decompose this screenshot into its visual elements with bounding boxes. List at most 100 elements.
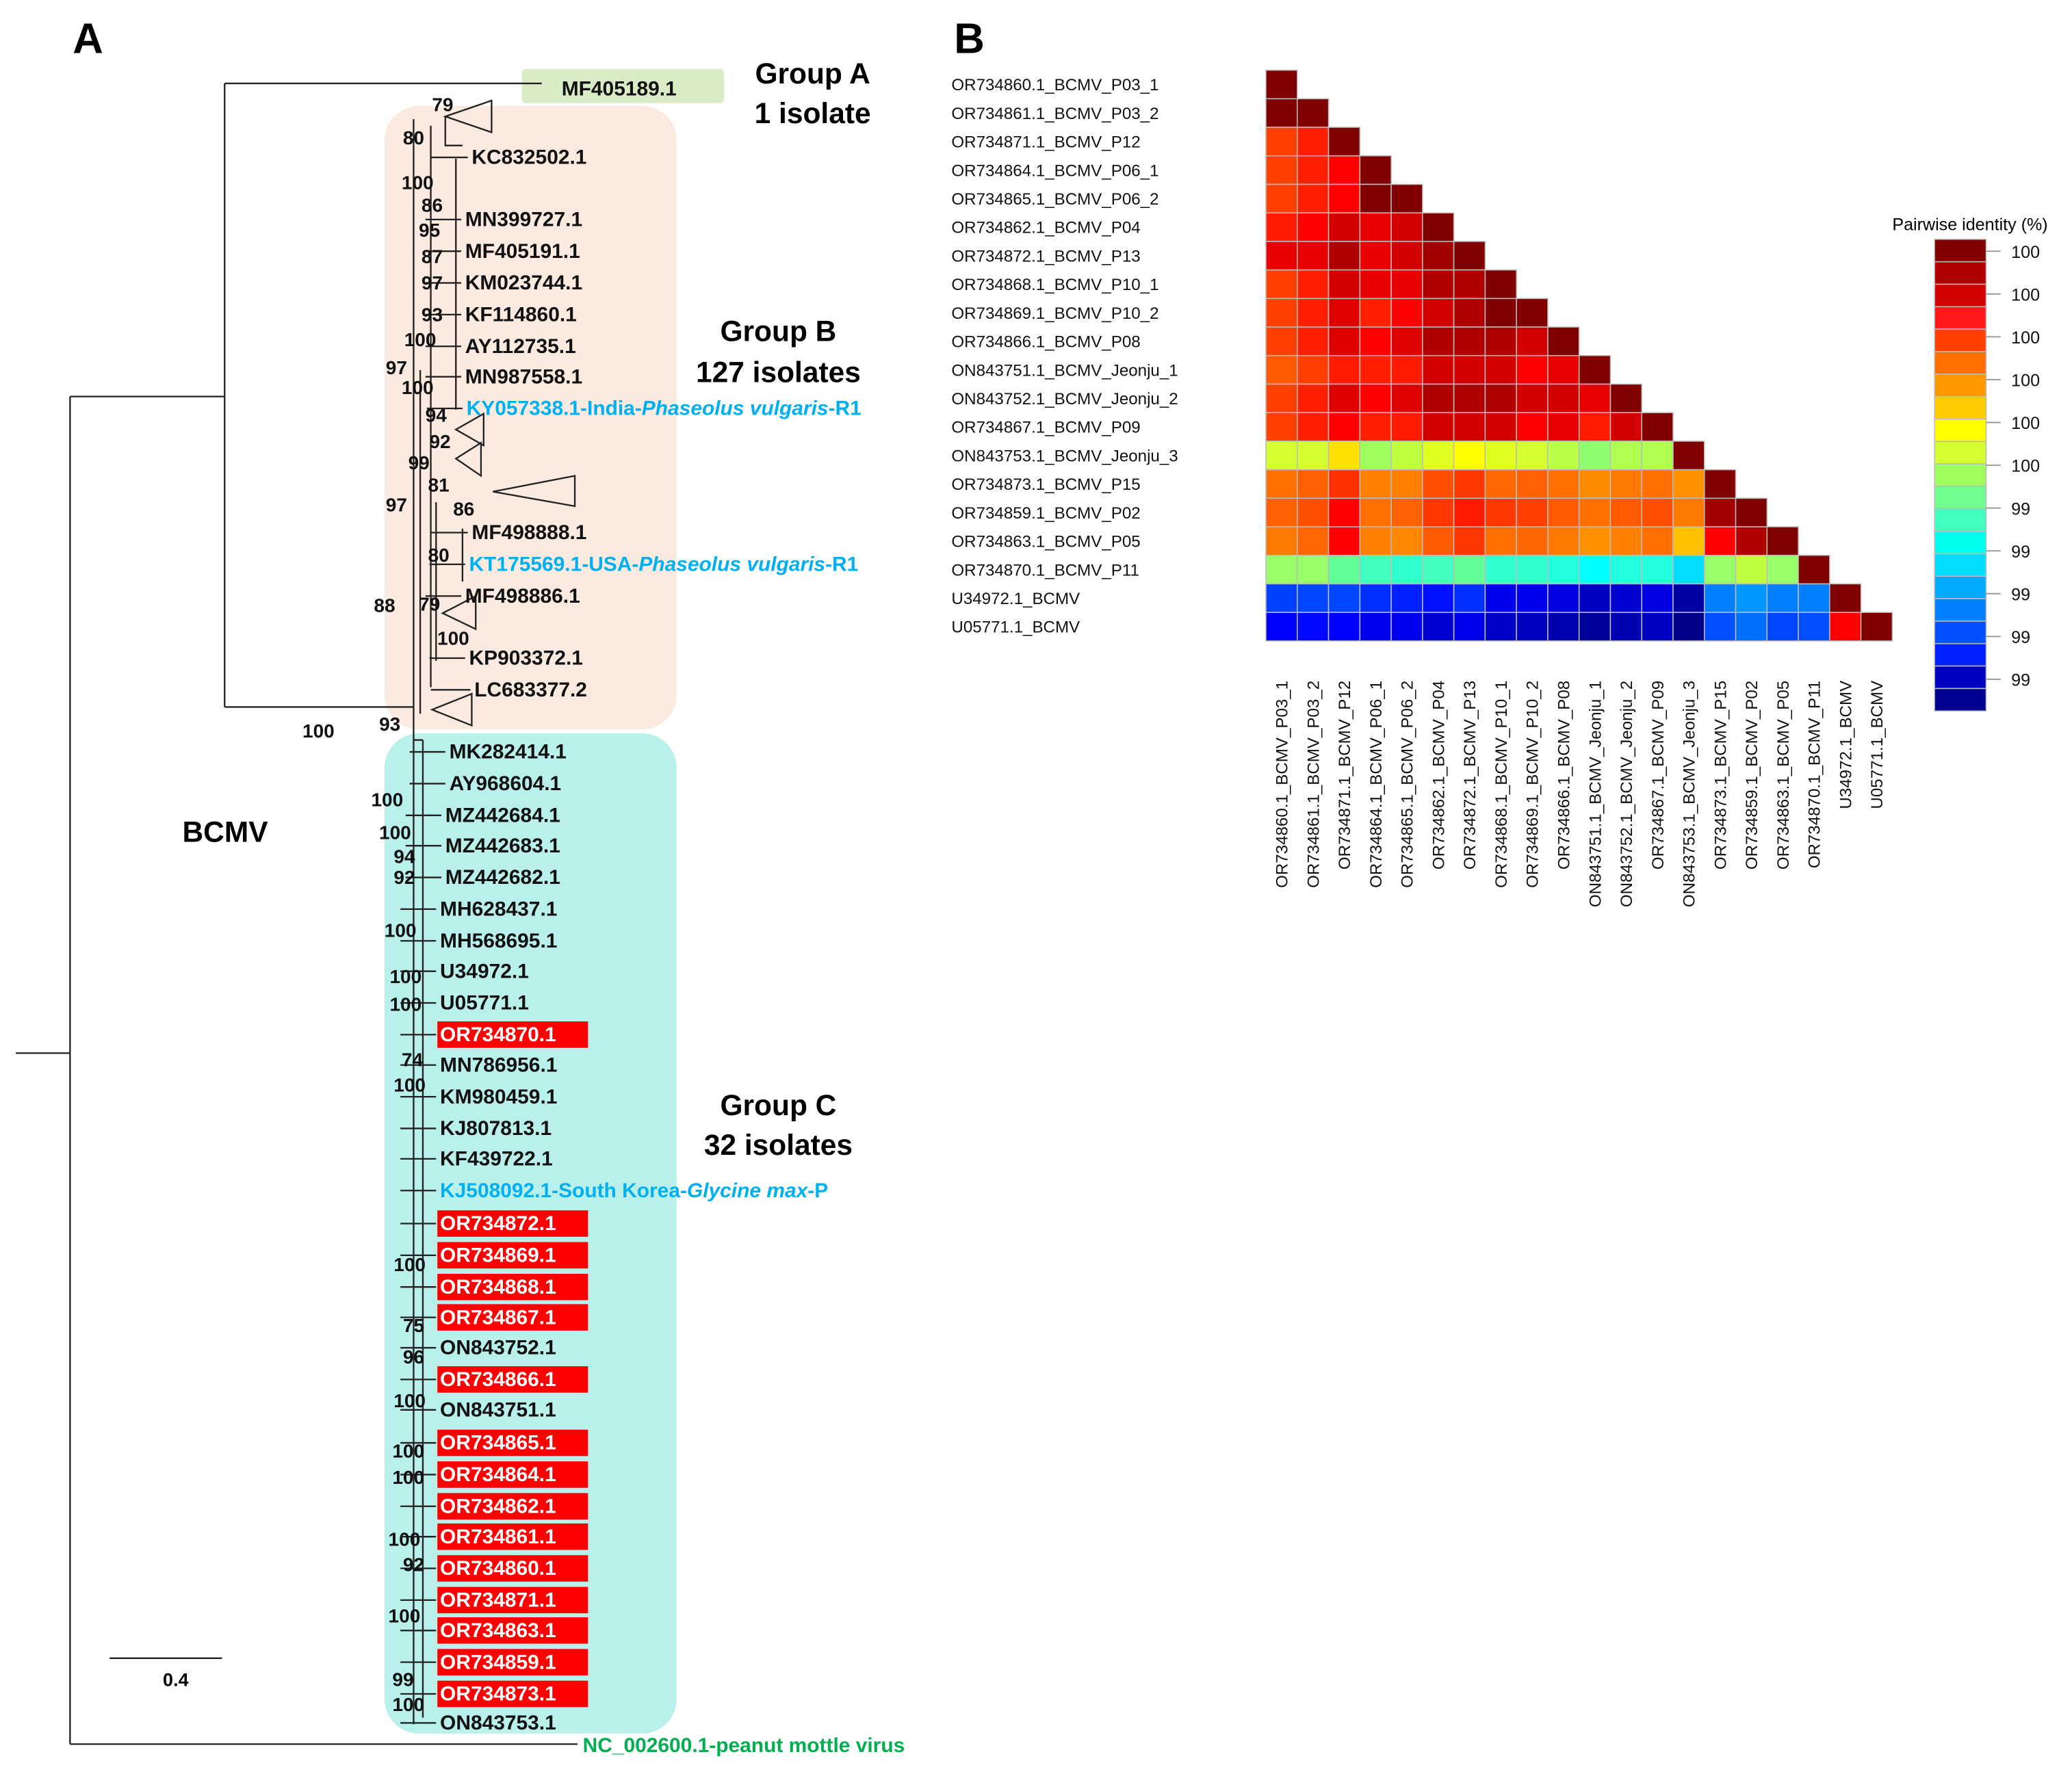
row-label: U34972.1_BCMV	[951, 590, 1080, 608]
leaf-label: OR734872.1	[440, 1212, 556, 1235]
leaf-label: MN786956.1	[440, 1054, 557, 1076]
leaf-label: KM023744.1	[465, 272, 582, 294]
heatmap-cell	[1297, 98, 1330, 128]
leaf-host: Phaseolus vulgaris	[638, 553, 825, 576]
heatmap-cell	[1672, 441, 1705, 471]
heatmap-cell	[1578, 497, 1611, 527]
group-c-title: Group C	[721, 1090, 837, 1122]
bootstrap-value: 100	[389, 1529, 421, 1550]
leaf-label: MZ442683.1	[445, 835, 560, 857]
column-label: OR734862.1_BCMV_P04	[1429, 681, 1448, 870]
leaf-accession: AY968604.1	[450, 772, 562, 795]
bootstrap-value: 99	[409, 452, 430, 473]
heatmap-cell	[1359, 554, 1392, 585]
leaf-host: Phaseolus vulgaris	[642, 397, 829, 420]
collapsed-clade	[443, 99, 493, 134]
heatmap-cell	[1328, 412, 1361, 442]
heatmap-cell	[1453, 612, 1486, 642]
legend-swatch	[1934, 441, 1987, 465]
legend-swatch	[1934, 553, 1987, 577]
bootstrap-value: 80	[428, 545, 450, 566]
heatmap-cell	[1453, 383, 1486, 413]
bootstrap-value: 79	[419, 593, 440, 614]
column-label: ON843752.1_BCMV_Jeonju_2	[1618, 681, 1636, 907]
heatmap-cell	[1453, 554, 1486, 585]
heatmap-cell	[1328, 183, 1361, 213]
row-label: OR734866.1_BCMV_P08	[951, 333, 1140, 352]
legend-swatch	[1934, 283, 1987, 308]
leaf-accession: KF114860.1	[465, 304, 577, 326]
legend-tick-label: 100	[2011, 371, 2040, 391]
heatmap-cell	[1390, 554, 1423, 585]
collapsed-clade	[441, 595, 477, 631]
legend-swatch	[1934, 598, 1987, 622]
heatmap-cell	[1359, 583, 1392, 613]
heatmap-cell	[1297, 441, 1330, 471]
leaf-label: AY112735.1	[465, 335, 576, 358]
bootstrap-value: 100	[402, 377, 434, 398]
row-label: OR734869.1_BCMV_P10_2	[951, 304, 1158, 323]
heatmap-cell	[1547, 497, 1580, 527]
leaf-label: MZ442682.1	[445, 866, 560, 889]
leaf-accession: U34972.1	[440, 960, 529, 982]
bootstrap-value: 93	[379, 714, 400, 735]
leaf-accession: LC683377.2	[474, 679, 587, 701]
highlight-box	[437, 1210, 588, 1237]
heatmap-cell	[1547, 441, 1580, 471]
group-a-title: Group A	[755, 58, 870, 90]
row-label: OR734871.1_BCMV_P12	[951, 133, 1140, 152]
leaf-accession: OR734865.1	[440, 1432, 556, 1454]
heatmap-cell	[1516, 412, 1549, 442]
leaf-accession: KC832502.1	[471, 146, 586, 169]
heatmap-cell	[1453, 241, 1486, 271]
heatmap-cell	[1672, 612, 1705, 642]
legend-swatch	[1934, 621, 1987, 644]
heatmap-cell	[1328, 497, 1361, 527]
leaf-accession: KT175569.1-USA-	[469, 553, 639, 576]
leaf-accession: OR734872.1	[440, 1212, 556, 1235]
heatmap-cell	[1766, 612, 1799, 642]
leaf-accession: OR734860.1	[440, 1557, 556, 1580]
row-label: OR734872.1_BCMV_P13	[951, 247, 1140, 265]
highlight-box	[437, 1649, 588, 1675]
leaf-accession: OR734862.1	[440, 1495, 556, 1517]
leaf-label: MF405189.1	[562, 77, 677, 100]
heatmap-cell	[1297, 326, 1330, 356]
column-label: OR734859.1_BCMV_P02	[1743, 681, 1761, 870]
heatmap-cell	[1516, 469, 1549, 499]
heatmap-cell	[1265, 412, 1298, 442]
heatmap-cell	[1547, 583, 1580, 613]
heatmap-cell	[1860, 612, 1893, 642]
column-label: OR734869.1_BCMV_P10_2	[1524, 681, 1542, 888]
row-label: OR734867.1_BCMV_P09	[951, 419, 1140, 437]
heatmap-cell	[1265, 155, 1298, 185]
leaf-label: MZ442684.1	[445, 804, 560, 826]
heatmap-cell	[1735, 612, 1768, 642]
bootstrap-value: 93	[422, 304, 443, 326]
heatmap-cell	[1672, 497, 1705, 527]
heatmap-cell	[1359, 354, 1392, 385]
bootstrap-value: 100	[393, 1254, 426, 1275]
heatmap-cell	[1390, 497, 1423, 527]
heatmap-cell	[1641, 412, 1674, 442]
group-b-count: 127 isolates	[696, 356, 861, 389]
leaf-label: OR734867.1	[440, 1306, 556, 1329]
heatmap-cell	[1328, 212, 1361, 242]
heatmap-cell	[1484, 354, 1517, 385]
heatmap-cell	[1609, 554, 1642, 585]
column-label: OR734863.1_BCMV_P05	[1774, 681, 1793, 870]
heatmap-cell	[1359, 298, 1392, 328]
group-a-count: 1 isolate	[755, 98, 871, 130]
bootstrap-value: 88	[374, 595, 395, 616]
leaf-suffix: -R1	[825, 553, 858, 576]
leaf-labels: MF405189.1 KC832502.1 MN399727.1 MF405191.1…	[437, 77, 905, 1757]
heatmap-cell	[1265, 241, 1298, 271]
leaf-accession: KY057338.1-India-	[467, 397, 642, 420]
heatmap-cell	[1328, 441, 1361, 471]
leaf-label: OR734863.1	[440, 1619, 556, 1642]
highlight-box	[437, 1617, 588, 1644]
tree-root-branches	[16, 82, 578, 1745]
heatmap-cell	[1641, 441, 1674, 471]
leaf-accession: OR734867.1	[440, 1306, 556, 1329]
